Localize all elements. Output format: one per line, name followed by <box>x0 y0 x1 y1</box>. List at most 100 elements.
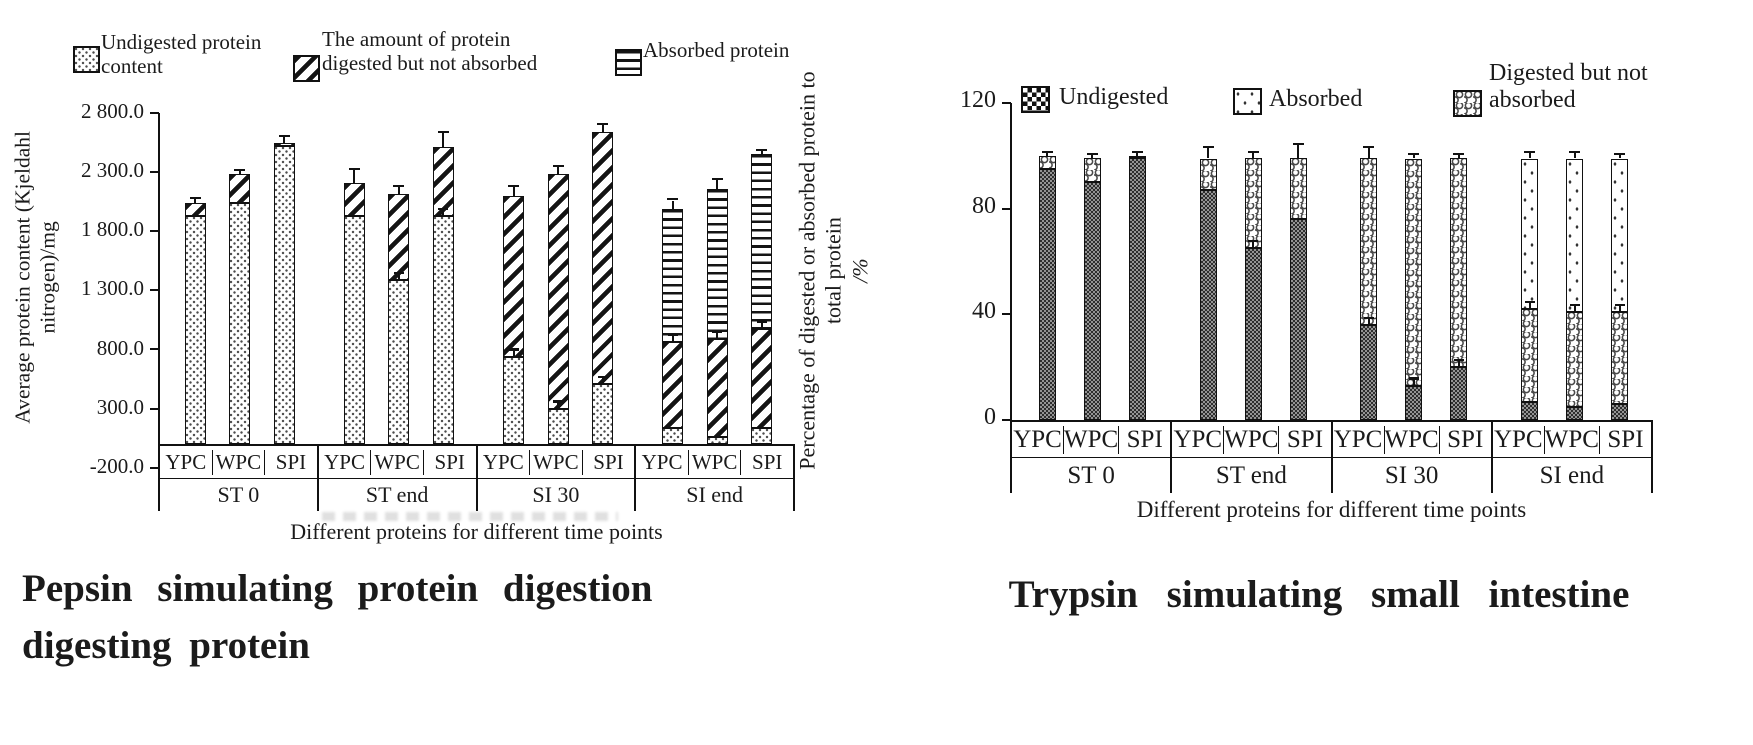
y-tick-mark <box>150 230 159 233</box>
error-bar-cap <box>437 130 449 134</box>
segment-error-stem <box>671 335 674 343</box>
x-axis-group-cell: YPC WPC SPI ST 0 <box>158 446 317 511</box>
x-label-protein: SPI <box>1447 425 1484 453</box>
error-bar-stem <box>716 179 719 189</box>
bar-segment-dots <box>592 383 614 444</box>
bar-segment-dots <box>751 428 773 444</box>
segment-error-cap <box>1569 303 1580 306</box>
legend-label: Digested but not absorbed <box>1489 60 1648 114</box>
error-bar-cap <box>234 168 246 171</box>
bar-segment-dots <box>706 436 728 444</box>
segment-error-stem <box>442 210 445 218</box>
legend-label-line: Undigested protein <box>101 30 262 54</box>
y-tick-mark <box>1002 207 1011 210</box>
bar-segment-wavy <box>1566 311 1584 407</box>
bar-segment-hatch <box>503 195 525 357</box>
bar-segment-hatch <box>343 182 365 217</box>
segment-error-stem <box>716 333 719 341</box>
x-label-group: SI end <box>1539 461 1605 489</box>
bar-segment-hlines <box>751 154 773 329</box>
x-axis-group-cell: YPC WPC SPI SI 30 <box>475 446 635 511</box>
bar-segment-dots <box>343 216 365 444</box>
error-bar-cap <box>508 184 520 187</box>
segment-error-stem <box>557 402 560 410</box>
error-bar-stem <box>601 124 604 132</box>
x-label-protein: YPC <box>1012 425 1065 454</box>
error-bar-cap <box>1041 150 1053 153</box>
bar-segment-check <box>1083 182 1101 420</box>
bar-segment-check <box>1405 385 1423 420</box>
bar-segment-check <box>1450 367 1468 420</box>
right-x-axis-table: YPC WPC SPI ST 0 YPC WPC SPI ST end YPC WPC SPI SI … <box>1010 420 1653 493</box>
left-x-axis-table: YPC WPC SPI ST 0 YPC WPC SPI ST end YPC WPC SPI SI … <box>158 444 795 511</box>
x-label-protein: YPC <box>319 449 372 475</box>
x-label-protein: SPI <box>593 449 624 474</box>
error-bar-cap <box>348 168 360 171</box>
segment-error-cap <box>1524 300 1535 304</box>
bar-segment-wavy <box>1199 158 1217 191</box>
x-label-protein: WPC <box>689 449 742 475</box>
x-label-protein: WPC <box>1224 425 1280 454</box>
segment-error-cap <box>508 348 519 351</box>
error-bar-stem <box>1528 153 1531 159</box>
legend-label: The amount of protein digested but not ab… <box>322 27 537 75</box>
bar-segment-wavy <box>1405 158 1423 386</box>
error-bar-cap <box>1408 153 1420 156</box>
bar-segment-hlines <box>706 188 728 340</box>
bar-segment-dots <box>432 216 454 444</box>
error-bar-stem <box>194 199 197 204</box>
bar-segment-check <box>1566 406 1584 420</box>
error-bar-cap <box>1292 143 1304 146</box>
bar-segment-wavy <box>1450 158 1468 368</box>
y-tick-mark <box>150 466 159 469</box>
y-tick-mark <box>1002 419 1011 421</box>
right-x-axis-title: Different proteins for different time po… <box>1136 497 1527 522</box>
segment-error-stem <box>1367 318 1370 326</box>
left-y-axis-label-line1: Average protein content (Kjeldahl <box>10 131 35 424</box>
x-label-group: SI end <box>686 482 744 507</box>
x-axis-group-cell: YPC WPC SPI ST 0 <box>1010 422 1171 493</box>
error-bar-stem <box>1136 152 1139 156</box>
segment-error-stem <box>512 350 515 358</box>
error-bar-cap <box>1086 153 1098 156</box>
y-tick-label: 0 <box>984 404 996 431</box>
error-bar-cap <box>667 198 679 201</box>
bar-segment-wavy <box>1360 158 1378 325</box>
error-bar-stem <box>442 133 445 147</box>
segment-error-cap <box>712 331 723 334</box>
bar-segment-dots <box>184 215 206 444</box>
legend-label-line: Undigested <box>1059 84 1169 110</box>
segment-error-cap <box>756 320 767 323</box>
x-label-group: ST end <box>365 482 429 507</box>
x-label-protein: WPC <box>371 449 424 475</box>
legend-label-line: Absorbed <box>1269 86 1363 112</box>
y-tick-mark <box>150 289 159 292</box>
error-bar-cap <box>552 164 564 167</box>
legend-label-line: Absorbed protein <box>643 38 790 62</box>
x-axis-group-cell: YPC WPC SPI SI 30 <box>1330 422 1491 493</box>
segment-error-stem <box>397 274 400 282</box>
error-bar-cap <box>1614 153 1626 156</box>
error-bar-cap <box>189 197 201 200</box>
left-caption-line1: Pepsin simulating protein digestion <box>22 567 653 610</box>
bar-segment-wavy <box>1611 311 1629 405</box>
y-tick-label: 1 300.0 <box>81 276 144 301</box>
left-caption-line2: digesting protein <box>22 624 310 668</box>
error-bar-cap <box>597 122 609 125</box>
x-label-protein: SPI <box>1126 425 1163 453</box>
bar-segment-wavy <box>1244 158 1262 249</box>
bar-segment-dots <box>229 202 251 444</box>
legend-label-line: absorbed <box>1489 86 1576 113</box>
bar-segment-hatch <box>706 339 728 437</box>
error-bar-stem <box>1573 153 1576 159</box>
bar-segment-dots <box>273 146 295 444</box>
bar-segment-hlines <box>662 208 684 342</box>
error-bar-stem <box>1091 155 1094 159</box>
x-axis-protein-row: YPC WPC SPI <box>1012 422 1171 458</box>
right-y-axis-unit: /% <box>847 258 873 283</box>
x-label-group: ST 0 <box>217 482 260 507</box>
segment-error-cap <box>667 333 678 336</box>
x-label-protein: YPC <box>478 449 531 475</box>
error-bar-stem <box>760 150 763 155</box>
bar-segment-wavy <box>1289 158 1307 220</box>
